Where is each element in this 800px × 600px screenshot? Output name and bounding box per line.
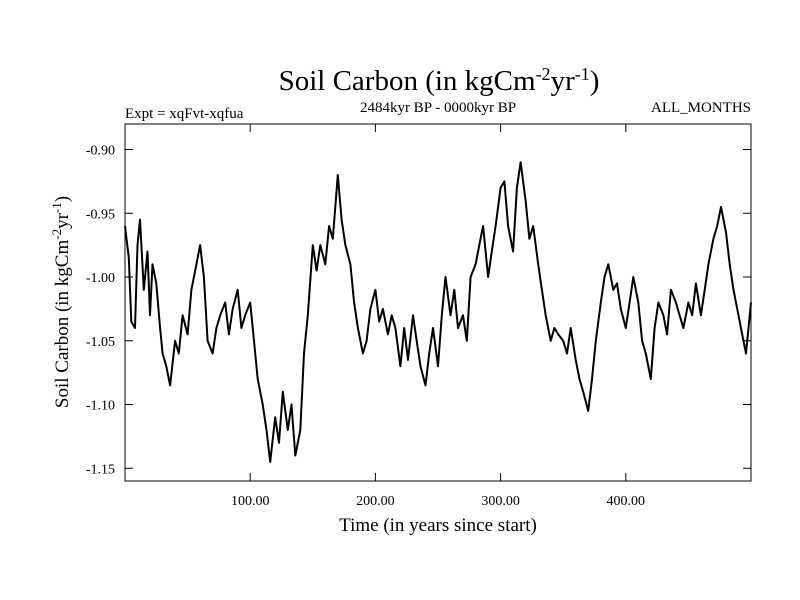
x-axis-label: Time (in years since start) [339,515,537,536]
experiment-label: Expt = xqFvt-xqfua [125,106,244,122]
y-tick-label: -1.15 [86,462,115,477]
x-tick-label: 300.00 [481,494,520,509]
months-label: ALL_MONTHS [651,100,751,116]
y-tick-label: -1.00 [86,271,115,286]
y-tick-label: -0.95 [86,207,115,222]
x-axis: 100.00 200.00 300.00 400.00 [231,124,645,509]
time-range-label: 2484kyr BP - 0000kyr BP [360,100,516,116]
soil-carbon-series-line [124,161,752,463]
x-tick-label: 400.00 [607,494,646,509]
y-tick-label: -0.90 [86,144,115,159]
y-axis-label: Soil Carbon (in kgCm-2yr-1) [49,196,74,408]
y-tick-label: -1.05 [86,335,115,350]
plot-frame [124,123,752,482]
y-tick-label: -1.10 [86,399,115,414]
x-tick-label: 200.00 [356,494,395,509]
y-axis: -0.90 -0.95 -1.00 -1.05 -1.10 -1.15 [86,144,751,477]
x-tick-label: 100.00 [231,494,270,509]
chart-title: Soil Carbon (in kgCm-2yr-1) [279,64,600,97]
